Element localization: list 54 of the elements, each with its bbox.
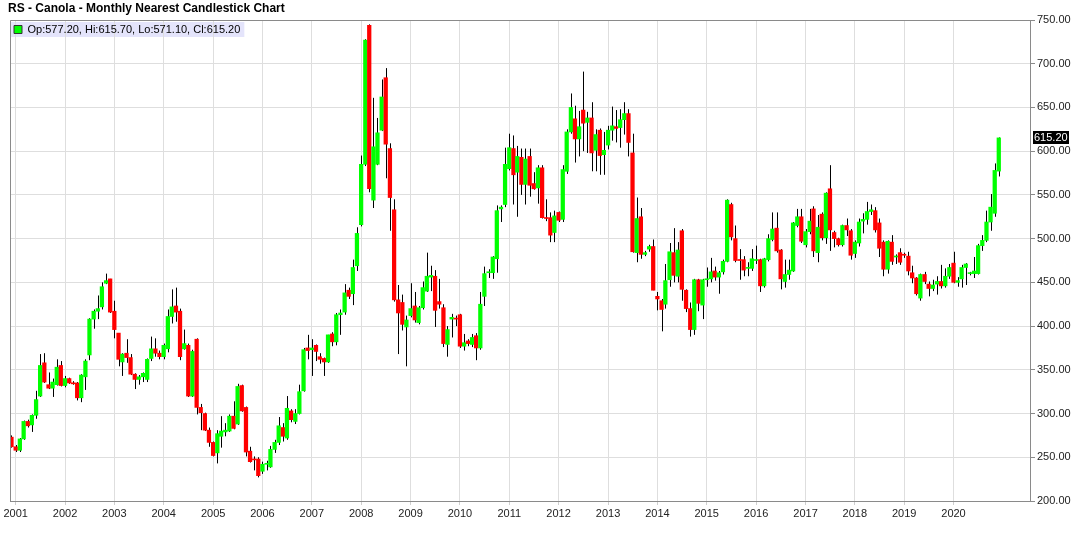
candlestick [58, 360, 63, 387]
candlestick [655, 291, 660, 311]
legend-label: Op:577.20, Hi:615.70, Lo:571.10, Cl:615.20 [27, 22, 241, 35]
candlestick [749, 248, 754, 272]
y-tick-label: 250.00 [1037, 450, 1071, 463]
y-tick-label: 500.00 [1037, 231, 1071, 244]
y-tick-label: 350.00 [1037, 362, 1071, 375]
x-tick-label: 2003 [102, 506, 127, 519]
x-tick-label: 2006 [250, 506, 275, 519]
candlestick [408, 282, 413, 318]
x-tick-label: 2018 [842, 506, 868, 519]
candlestick [581, 71, 586, 152]
x-tick-label: 2009 [398, 506, 423, 519]
candlestick [889, 234, 894, 266]
x-tick-label: 2002 [52, 506, 78, 519]
y-tick-label: 650.00 [1037, 100, 1071, 113]
y-tick-label: 600.00 [1037, 144, 1071, 157]
y-tick-label: 550.00 [1037, 187, 1071, 200]
candlestick [552, 210, 557, 243]
y-tick-label: 450.00 [1037, 275, 1071, 288]
x-tick-label: 2004 [151, 506, 176, 519]
chart-title: RS - Canola - Monthly Nearest Candlestick Chart [8, 1, 285, 16]
x-tick-label: 2005 [200, 506, 226, 519]
x-tick-label: 2014 [645, 506, 670, 519]
candlestick [577, 110, 582, 157]
x-tick-label: 2016 [743, 506, 769, 519]
candlestick [593, 128, 598, 172]
y-tick-label: 750.00 [1037, 13, 1071, 26]
candlestick [618, 108, 623, 149]
y-tick-label: 400.00 [1037, 319, 1071, 332]
x-tick-label: 2019 [891, 506, 917, 519]
x-tick-label: 2020 [941, 506, 966, 519]
candlestick [943, 267, 948, 289]
candlestick [671, 227, 676, 283]
x-tick-label: 2001 [3, 506, 28, 519]
x-tick-label: 2007 [299, 506, 325, 519]
annotation: 615.20 [1033, 131, 1069, 145]
x-tick-label: 2015 [694, 506, 719, 519]
x-tick-label: 2013 [595, 506, 621, 519]
y-tick-label: 700.00 [1037, 56, 1071, 69]
candlestick [231, 400, 236, 430]
x-tick-label: 2017 [793, 506, 818, 519]
x-tick-label: 2008 [348, 506, 374, 519]
y-tick-label: 300.00 [1037, 406, 1071, 419]
candlestick [753, 245, 759, 265]
candlestick [613, 109, 619, 143]
candlestick [585, 111, 590, 154]
x-tick-label: 2011 [497, 506, 522, 519]
candlestick [601, 131, 606, 176]
candlestick [280, 422, 285, 443]
x-tick-label: 2012 [546, 506, 571, 519]
candlestick [182, 329, 187, 351]
y-tick-label: 200.00 [1037, 494, 1071, 507]
x-tick-label: 2010 [447, 506, 473, 519]
